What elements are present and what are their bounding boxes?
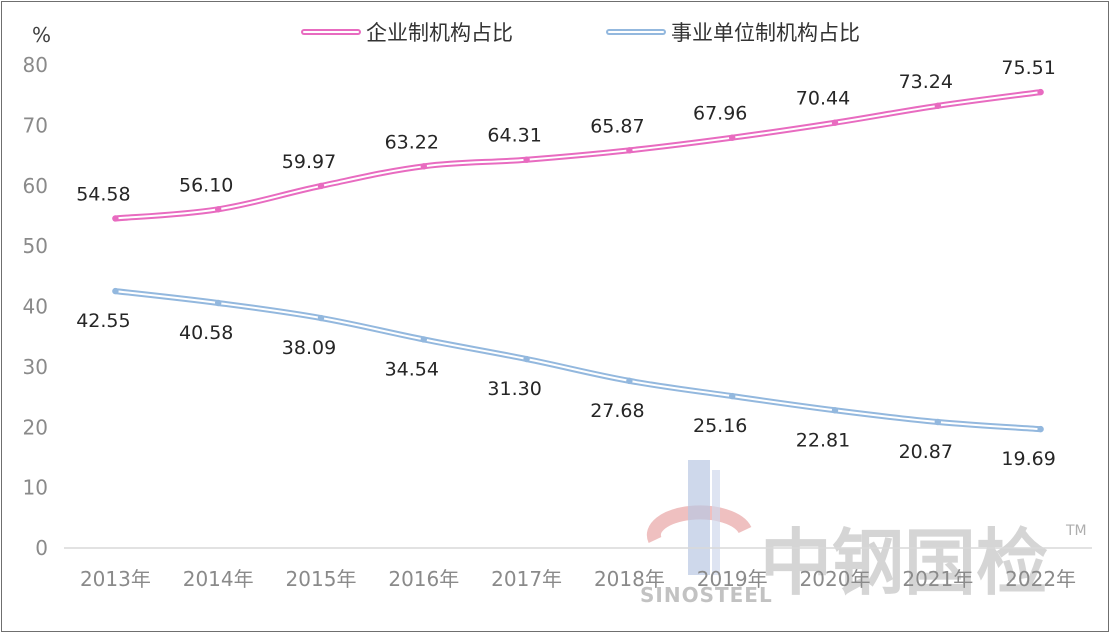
- series-line-highlight-0: [114, 91, 1042, 220]
- y-tick-label: 70: [23, 113, 48, 137]
- legend-item-institution: 事业单位制机构占比: [606, 21, 860, 45]
- data-label: 54.58: [76, 183, 130, 205]
- data-label: 75.51: [1001, 57, 1055, 79]
- x-tick-label: 2014年: [183, 567, 254, 591]
- data-point: [215, 206, 222, 213]
- x-tick-label: 2015年: [286, 567, 357, 591]
- data-point: [1037, 425, 1044, 433]
- legend-label-institution: 事业单位制机构占比: [671, 21, 860, 45]
- data-label: 22.81: [796, 429, 850, 451]
- y-tick-label: 50: [23, 234, 48, 258]
- data-point: [934, 102, 941, 110]
- legend: 企业制机构占比 事业单位制机构占比: [301, 21, 860, 45]
- data-point: [215, 299, 222, 307]
- data-label: 38.09: [282, 337, 336, 359]
- data-point: [420, 163, 427, 170]
- y-tick-label: 60: [23, 174, 48, 198]
- x-tick-label: 2022年: [1005, 567, 1076, 591]
- data-label: 64.31: [487, 125, 541, 147]
- data-label: 34.54: [385, 358, 439, 380]
- data-point: [626, 377, 633, 385]
- data-point: [317, 314, 325, 322]
- y-tick-label: 80: [23, 53, 48, 77]
- data-label: 42.55: [76, 310, 130, 332]
- sinosteel-logo: [646, 460, 752, 575]
- y-tick-label: 40: [23, 295, 48, 319]
- data-point: [831, 119, 839, 126]
- series-line-1: [112, 288, 1044, 433]
- data-label: 27.68: [590, 400, 644, 422]
- data-point: [420, 336, 427, 343]
- watermark-tm: TM: [1065, 523, 1087, 539]
- x-tick-label: 2018年: [594, 567, 665, 591]
- y-tick-label: 20: [23, 415, 48, 439]
- data-point: [317, 182, 325, 190]
- data-point: [934, 418, 941, 426]
- watermark-en: SINOSTEEL: [640, 583, 773, 607]
- data-point: [112, 287, 119, 295]
- data-label: 40.58: [179, 322, 233, 344]
- series-line-highlight-1: [114, 290, 1042, 431]
- legend-item-enterprise: 企业制机构占比: [301, 21, 513, 45]
- data-point: [831, 407, 839, 414]
- data-point: [523, 355, 530, 363]
- data-label: 56.10: [179, 174, 233, 196]
- y-unit-label: %: [32, 23, 51, 47]
- data-point: [729, 392, 736, 400]
- x-axis-ticks: 2013年 2014年 2015年 2016年 2017年 2018年 2019年 2020年…: [80, 567, 1076, 591]
- data-label: 19.69: [1001, 448, 1055, 470]
- data-label: 59.97: [282, 151, 336, 173]
- data-label: 25.16: [693, 415, 747, 437]
- y-axis-ticks: 0 10 20 30 40 50 60 70 80: [23, 53, 48, 560]
- legend-label-enterprise: 企业制机构占比: [366, 21, 513, 45]
- data-point: [523, 156, 530, 163]
- data-labels: 54.58 56.10 59.97 63.22 64.31 65.87 67.96 70.44…: [76, 57, 1056, 470]
- data-label: 73.24: [899, 71, 953, 93]
- x-tick-label: 2021年: [902, 567, 973, 591]
- y-tick-label: 30: [23, 355, 48, 379]
- data-point: [729, 134, 736, 141]
- y-tick-label: 10: [23, 476, 48, 500]
- data-point: [626, 147, 633, 154]
- y-tick-label: 0: [35, 536, 48, 560]
- data-label: 31.30: [487, 378, 541, 400]
- x-tick-label: 2013年: [80, 567, 151, 591]
- series-group: [112, 88, 1044, 433]
- data-label: 67.96: [693, 103, 747, 125]
- watermark: SINOSTEEL 中钢国检 TM: [640, 460, 1087, 607]
- x-tick-label: 2019年: [697, 567, 768, 591]
- x-tick-label: 2020年: [800, 567, 871, 591]
- x-tick-label: 2017年: [491, 567, 562, 591]
- data-label: 20.87: [899, 441, 953, 463]
- data-point: [112, 215, 119, 222]
- watermark-cn: 中钢国检: [760, 520, 1048, 605]
- data-label: 63.22: [385, 131, 439, 153]
- data-label: 70.44: [796, 88, 850, 110]
- data-label: 65.87: [590, 115, 644, 137]
- x-tick-label: 2016年: [388, 567, 459, 591]
- data-point: [1037, 88, 1044, 96]
